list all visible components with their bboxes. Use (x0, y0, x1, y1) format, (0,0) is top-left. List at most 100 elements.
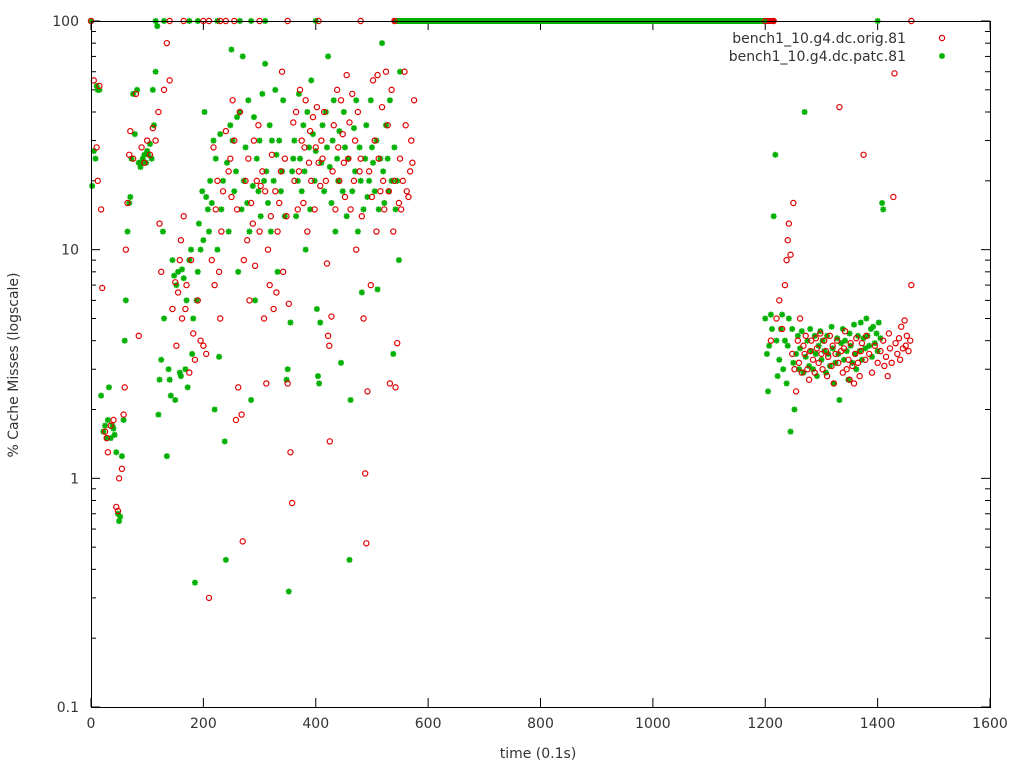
data-point-series-0 (832, 350, 839, 358)
data-point-series-1 (357, 177, 364, 184)
data-point-series-0 (892, 339, 899, 347)
data-point-series-0 (884, 372, 891, 380)
x-tick-label: 1200 (747, 716, 783, 732)
data-point-series-1 (245, 97, 252, 104)
data-point-series-0 (163, 39, 171, 47)
data-point-series-1 (264, 199, 271, 206)
data-point-series-1 (217, 131, 224, 138)
data-point-series-0 (313, 103, 321, 111)
data-point-series-0 (794, 337, 802, 344)
data-point-series-0 (172, 279, 179, 286)
data-point-series-1 (204, 206, 211, 213)
data-point-series-1 (875, 319, 882, 326)
data-point-series-0 (341, 193, 349, 201)
data-point-series-1 (352, 168, 359, 175)
data-point-series-0 (785, 220, 793, 227)
data-point-series-1 (92, 155, 99, 162)
data-point-series-1 (297, 155, 304, 162)
data-point-series-1 (358, 289, 365, 296)
data-point-series-0 (219, 188, 227, 195)
data-point-series-0 (96, 82, 103, 90)
data-point-series-0 (368, 193, 376, 201)
legend-label-series-1: bench1_10.g4.dc.patc.81 (729, 49, 906, 65)
data-point-series-1 (879, 199, 886, 206)
data-point-series-1 (341, 144, 348, 151)
data-point-series-0 (268, 151, 276, 158)
data-point-series-1 (807, 325, 814, 332)
data-point-series-0 (302, 97, 309, 104)
data-point-series-0 (132, 90, 140, 98)
data-point-series-1 (172, 397, 179, 404)
data-point-series-1 (208, 199, 215, 206)
data-point-series-0 (225, 168, 232, 175)
data-point-series-0 (901, 317, 908, 324)
data-point-series-1 (270, 177, 277, 184)
data-point-series-0 (190, 330, 197, 337)
data-point-series-0 (356, 168, 363, 175)
data-point-series-0 (898, 323, 905, 330)
data-point-series-1 (111, 431, 118, 438)
data-point-series-0 (373, 228, 380, 235)
data-point-series-1 (221, 438, 228, 445)
data-point-series-1 (277, 188, 284, 195)
data-point-series-0 (399, 177, 407, 185)
data-point-series-1 (234, 114, 241, 121)
data-point-series-0 (408, 137, 415, 144)
data-point-series-1 (298, 188, 305, 195)
data-point-series-0 (232, 416, 240, 424)
data-point-series-0 (345, 155, 352, 162)
data-point-series-0 (363, 540, 370, 547)
data-point-series-1 (785, 315, 792, 322)
data-point-series-0 (839, 369, 846, 376)
data-point-series-0 (178, 315, 186, 322)
data-point-series-0 (141, 159, 148, 166)
data-point-series-1 (391, 144, 398, 151)
data-point-series-0 (401, 68, 408, 75)
data-point-series-1 (334, 155, 341, 162)
data-point-series-1 (350, 125, 357, 132)
data-point-series-0 (885, 330, 893, 337)
data-point-series-0 (295, 168, 303, 175)
data-point-series-0 (250, 137, 258, 144)
data-point-series-0 (378, 103, 386, 111)
data-point-series-0 (335, 144, 342, 151)
data-point-series-0 (173, 342, 180, 349)
data-point-series-0 (773, 315, 780, 322)
axis-tick-labels: 0 200 400 600 800 1000 1200 1400 1600 0.1 1 10 100 (52, 14, 1008, 732)
data-point-series-0 (284, 380, 291, 387)
data-point-series-0 (115, 475, 123, 482)
data-point-series-0 (236, 108, 244, 116)
data-point-series-0 (790, 199, 797, 207)
data-point-series-1 (339, 188, 346, 195)
data-point-series-0 (361, 470, 369, 477)
data-point-series-1 (194, 268, 201, 275)
data-point-series-0 (244, 237, 251, 244)
data-point-series-0 (829, 342, 836, 349)
data-point-series-0 (143, 137, 151, 144)
data-point-series-0 (301, 144, 308, 151)
data-point-series-0 (228, 193, 235, 201)
data-point-series-1 (374, 286, 381, 293)
data-point-series-1 (790, 359, 797, 366)
data-point-series-1 (340, 108, 347, 115)
data-point-series-0 (809, 356, 817, 363)
data-point-series-1 (346, 556, 353, 563)
data-point-series-0 (319, 155, 326, 162)
data-point-series-1 (325, 53, 332, 60)
data-point-series-0 (823, 372, 831, 380)
data-point-series-0 (365, 168, 373, 175)
data-point-series-1 (222, 556, 229, 563)
data-point-series-1 (863, 315, 870, 322)
data-point-series-0 (789, 350, 796, 358)
data-point-series-1 (360, 206, 367, 213)
data-point-series-0 (346, 119, 353, 126)
data-point-series-0 (202, 350, 210, 358)
data-point-series-0 (263, 380, 270, 387)
data-point-series-1 (379, 40, 386, 47)
data-point-series-1 (240, 177, 247, 184)
data-point-series-1 (227, 122, 234, 129)
data-point-series-0 (305, 159, 313, 166)
data-point-series-0 (183, 281, 190, 289)
data-point-series-0 (385, 188, 392, 195)
data-point-series-0 (902, 342, 909, 349)
